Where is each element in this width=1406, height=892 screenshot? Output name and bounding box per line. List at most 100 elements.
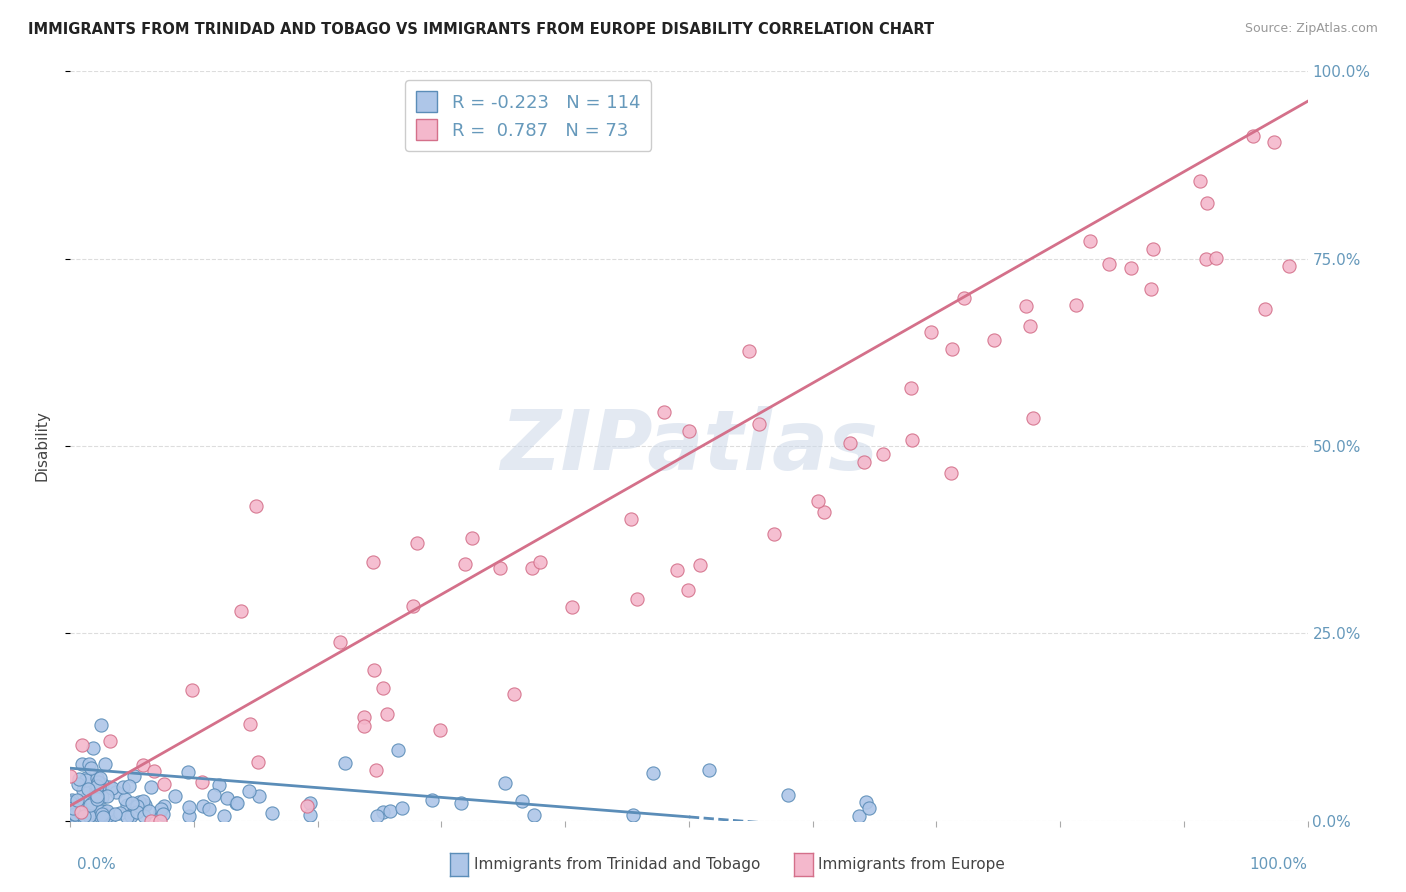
Point [153,776,176,790]
Point [366,809,388,823]
Point [108,806,131,821]
Point [90,718,112,732]
Point [150,802,173,816]
Point [1263,135,1285,149]
Point [229,604,252,618]
Point [364,763,387,777]
Point [1142,243,1164,257]
Point [87,775,110,789]
Point [329,635,352,649]
Point [333,756,356,770]
Point [377,707,399,722]
Point [641,766,664,780]
Point [245,499,267,513]
Point [697,764,720,778]
Point [115,810,138,824]
Point [763,527,786,541]
Legend: R = -0.223   N = 114, R =  0.787   N = 73: R = -0.223 N = 114, R = 0.787 N = 73 [405,80,651,151]
Point [118,779,141,793]
Point [91,810,114,824]
Point [1195,196,1218,211]
Point [380,805,402,819]
Point [93,804,115,818]
Point [152,799,174,814]
Point [177,799,200,814]
Point [652,405,675,419]
Point [1189,174,1212,188]
Point [1078,234,1101,248]
Point [371,805,394,819]
Point [89,772,111,786]
Point [59,768,82,782]
Point [70,756,93,771]
Point [1064,298,1087,312]
Point [848,809,870,823]
Point [450,797,472,811]
Point [402,599,425,613]
Point [86,771,108,785]
Text: Immigrants from Trinidad and Tobago: Immigrants from Trinidad and Tobago [474,857,761,871]
Point [813,505,835,519]
Point [134,798,156,813]
Point [104,806,127,821]
Point [225,796,247,810]
Point [143,764,166,779]
Point [247,755,270,769]
Point [1278,259,1301,273]
Point [238,784,260,798]
Point [70,805,93,819]
Point [853,455,876,469]
Point [66,777,89,791]
Point [920,325,942,339]
Point [1205,252,1227,266]
Point [176,764,198,779]
Point [900,433,922,447]
Point [353,710,375,724]
Point [90,777,112,791]
Point [1098,257,1121,271]
Point [90,804,112,818]
Point [1015,299,1038,313]
Point [98,733,121,747]
Point [67,772,90,787]
Point [72,809,94,823]
Point [198,802,221,816]
Point [502,687,524,701]
Point [191,799,214,814]
Point [260,805,283,820]
Point [77,756,100,771]
Point [387,743,409,757]
Point [529,555,551,569]
Text: 0.0%: 0.0% [77,857,117,872]
Point [131,758,153,772]
Point [77,806,100,821]
Point [807,494,830,508]
Point [93,807,115,822]
Point [1195,252,1218,267]
Point [202,788,225,802]
Point [900,381,922,395]
Point [104,785,127,799]
Point [226,797,249,811]
Point [152,806,174,821]
Point [97,780,120,794]
Point [72,783,94,797]
Point [121,796,143,810]
Point [120,809,142,823]
Point [217,791,239,805]
Point [1021,410,1043,425]
Point [127,805,149,819]
Point [101,781,124,796]
Point [112,780,135,794]
Point [128,795,150,809]
Point [952,291,974,305]
Point [510,794,533,808]
Point [82,807,104,822]
Point [63,796,86,810]
Point [98,810,121,824]
Point [77,808,100,822]
Point [666,563,689,577]
Point [391,801,413,815]
Point [122,769,145,783]
Point [941,342,963,356]
